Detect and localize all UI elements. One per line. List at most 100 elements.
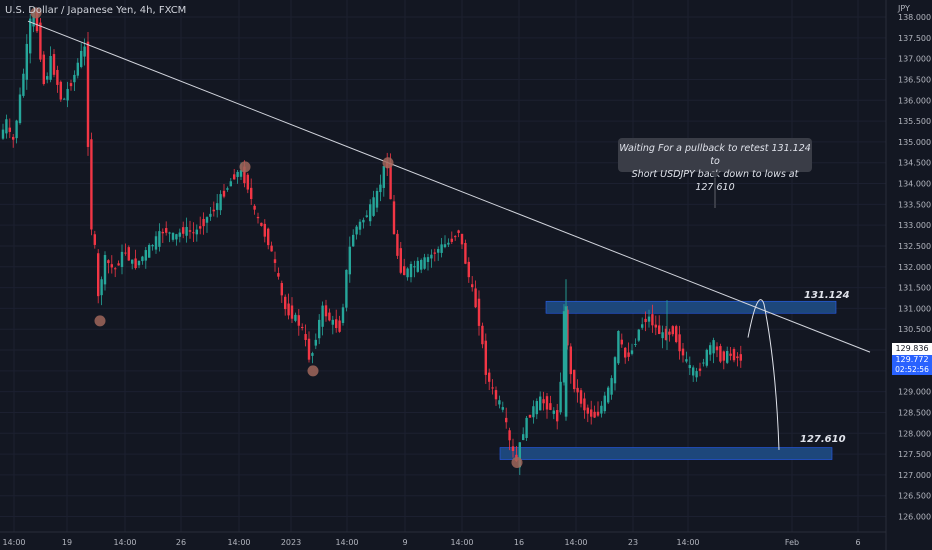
candle-body bbox=[590, 409, 593, 417]
candle-body bbox=[205, 217, 209, 223]
time-tick-label: 19 bbox=[62, 538, 72, 547]
candle-body bbox=[532, 406, 535, 418]
annotation-stem bbox=[714, 178, 716, 208]
candle-body bbox=[66, 88, 69, 101]
candle-body bbox=[107, 260, 110, 264]
candle-body bbox=[29, 18, 32, 54]
candle-body bbox=[722, 351, 725, 361]
candle-body bbox=[559, 381, 562, 413]
candle-body bbox=[566, 309, 569, 346]
candle-body bbox=[491, 387, 494, 389]
candle-body bbox=[688, 365, 691, 369]
candle-body bbox=[284, 296, 287, 310]
candle-body bbox=[127, 247, 130, 261]
candle-body bbox=[328, 312, 331, 321]
time-tick-label: 9 bbox=[402, 538, 407, 547]
candle-body bbox=[399, 248, 402, 273]
candle-body bbox=[450, 238, 453, 242]
time-tick-label: 23 bbox=[628, 538, 638, 547]
price-tick-label: 133.000 bbox=[898, 221, 931, 230]
candle-body bbox=[110, 264, 113, 268]
pivot-marker bbox=[382, 157, 394, 169]
candle-body bbox=[420, 259, 423, 270]
candle-body bbox=[148, 244, 151, 258]
candle-body bbox=[603, 395, 606, 412]
pivot-marker bbox=[511, 456, 523, 468]
price-tick-label: 137.500 bbox=[898, 34, 931, 43]
candle-body bbox=[270, 245, 273, 252]
candle-body bbox=[488, 372, 491, 382]
candle-body bbox=[117, 263, 120, 266]
candle-body bbox=[528, 414, 532, 418]
time-axis[interactable]: 14:00 19 14:00 26 14:00 2023 14:00 9 14:00 16 14:0… bbox=[2, 538, 860, 547]
candle-body bbox=[5, 119, 8, 134]
candle-body bbox=[321, 305, 324, 327]
candle-body bbox=[314, 339, 317, 346]
annotation-callout[interactable]: Waiting For a pullback to retest 131.124… bbox=[618, 138, 812, 193]
candle-body bbox=[76, 62, 79, 76]
candle-body bbox=[678, 334, 681, 352]
candle-body bbox=[692, 367, 695, 376]
candle-body bbox=[134, 258, 137, 269]
candle-body bbox=[97, 253, 100, 297]
candle-body bbox=[297, 315, 300, 326]
candle-body bbox=[644, 318, 647, 323]
candle-body bbox=[477, 298, 481, 326]
candle-body bbox=[664, 328, 668, 341]
price-tick-label: 133.500 bbox=[898, 200, 931, 209]
candle-body bbox=[556, 410, 559, 422]
candle-body bbox=[736, 356, 739, 359]
candle-body bbox=[579, 390, 583, 404]
resistance-zone-label: 131.124 bbox=[804, 290, 850, 301]
candle-body bbox=[600, 405, 603, 414]
candle-body bbox=[403, 266, 406, 276]
price-tick-label: 127.000 bbox=[898, 471, 931, 480]
candle-body bbox=[39, 22, 42, 60]
candle-body bbox=[613, 357, 617, 384]
candle-body bbox=[294, 314, 297, 321]
support-zone bbox=[499, 447, 833, 460]
candle-body bbox=[457, 230, 460, 233]
candle-body bbox=[304, 334, 307, 340]
candle-body bbox=[416, 260, 419, 272]
pivot-marker bbox=[94, 315, 106, 327]
candle-body bbox=[610, 378, 613, 395]
candle-body bbox=[426, 257, 430, 262]
candle-body bbox=[1, 129, 5, 139]
candle-body bbox=[719, 346, 722, 362]
candle-body bbox=[362, 219, 365, 223]
candle-body bbox=[42, 54, 45, 85]
candle-body bbox=[100, 279, 103, 296]
candle-body bbox=[661, 332, 664, 339]
candle-body bbox=[253, 205, 256, 210]
bar-countdown-tag: 02:52:56 bbox=[892, 365, 932, 375]
candle-body bbox=[654, 324, 657, 328]
projection-path bbox=[747, 299, 780, 450]
candle-body bbox=[32, 11, 35, 27]
candle-body bbox=[715, 346, 719, 351]
candle-body bbox=[103, 255, 107, 285]
candle-body bbox=[658, 325, 661, 335]
candle-body bbox=[607, 387, 610, 403]
candle-body bbox=[637, 329, 640, 341]
price-tick-label: 136.000 bbox=[898, 96, 931, 105]
candle-body bbox=[52, 54, 56, 75]
candle-body bbox=[56, 69, 59, 85]
price-tick-label: 127.500 bbox=[898, 450, 931, 459]
candle-body bbox=[15, 120, 18, 139]
candle-body bbox=[260, 222, 263, 226]
candle-body bbox=[63, 98, 66, 100]
candle-body bbox=[379, 184, 382, 193]
candle-body bbox=[80, 50, 83, 67]
candle-body bbox=[202, 218, 205, 227]
time-tick-label: 14:00 bbox=[676, 538, 699, 547]
last-price-tag: 129.836 bbox=[892, 343, 932, 355]
candle-body bbox=[25, 43, 28, 80]
pivot-marker bbox=[30, 7, 42, 19]
candle-body bbox=[243, 166, 246, 184]
candle-body bbox=[501, 407, 504, 410]
price-tick-label: 135.000 bbox=[898, 138, 931, 147]
candle-body bbox=[158, 231, 161, 247]
price-tick-label: 126.500 bbox=[898, 492, 931, 501]
